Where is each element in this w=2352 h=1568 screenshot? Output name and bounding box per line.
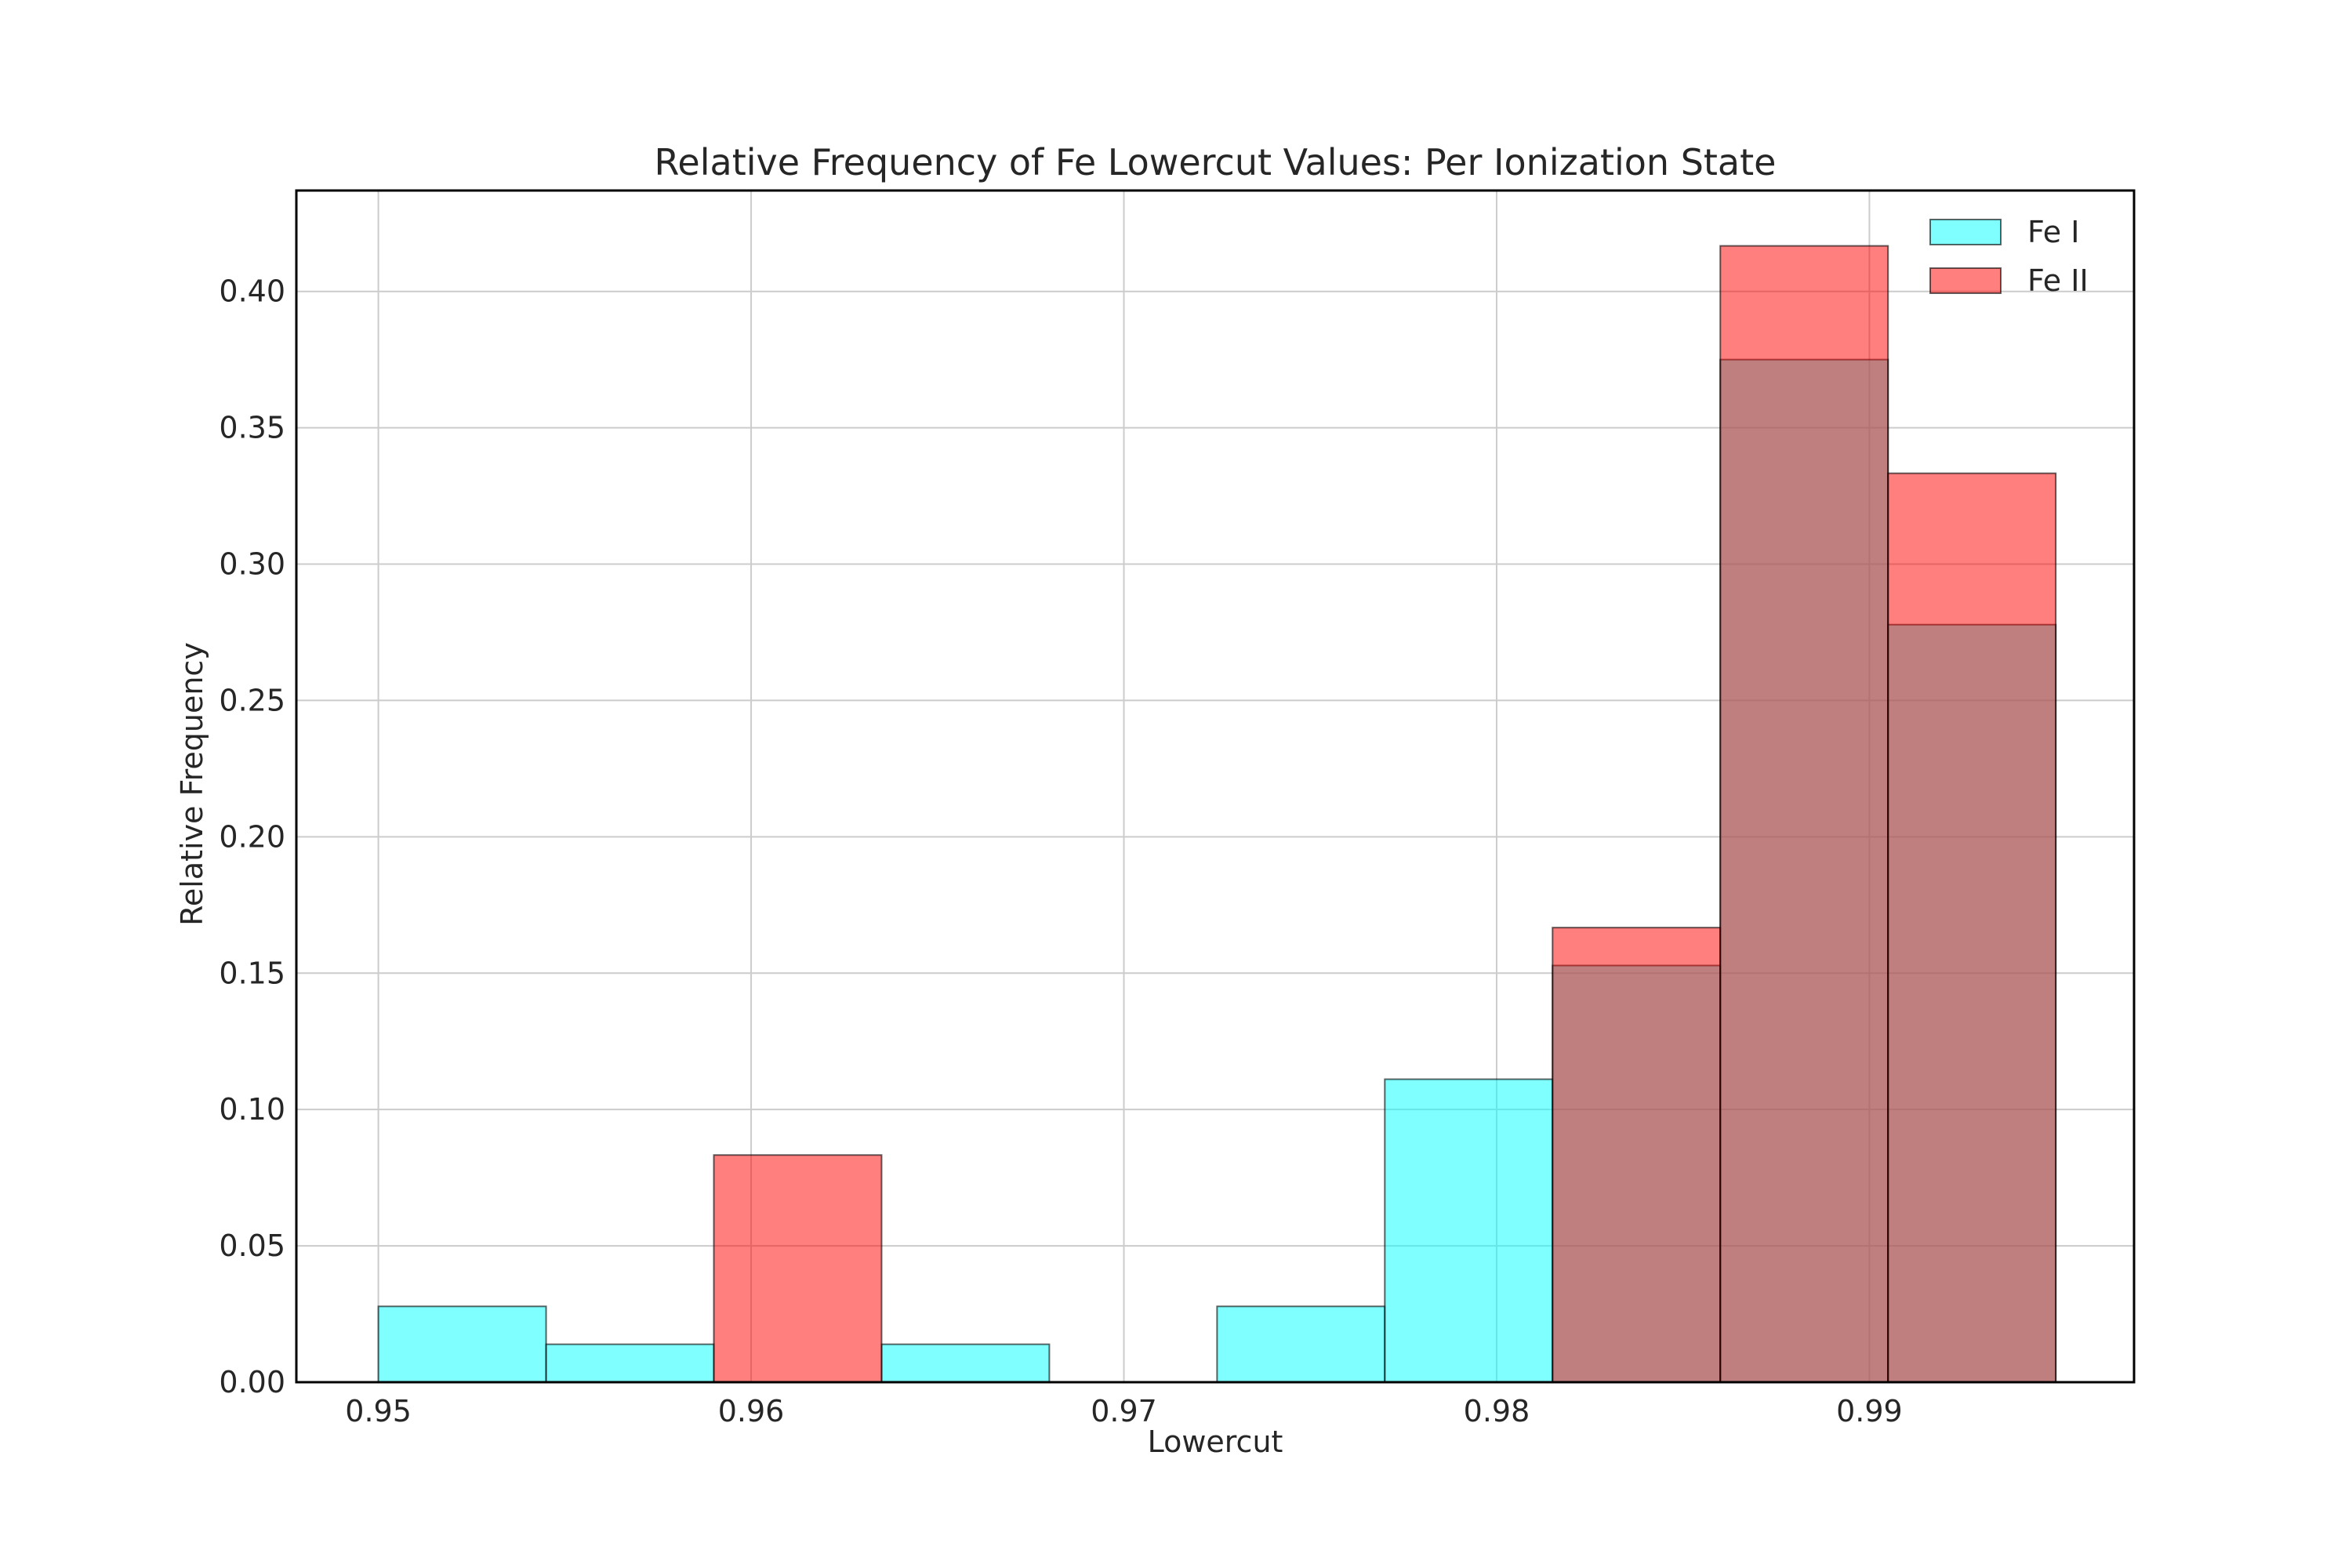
y-axis-ticks: 0.00 0.05 0.10 0.15 0.20 0.25 0.30 0.35 0.40 (219, 274, 285, 1399)
y-tick-label: 0.35 (219, 411, 285, 445)
histogram-bar (1384, 1078, 1554, 1383)
x-tick-label: 0.98 (1464, 1394, 1530, 1428)
y-tick-label: 0.25 (219, 683, 285, 717)
legend-swatch (1929, 267, 2002, 294)
histogram-bar (377, 1305, 547, 1383)
legend-label: Fe I (2027, 215, 2079, 249)
series-group (713, 245, 2057, 1384)
histogram-bar (713, 1154, 883, 1383)
y-tick-label: 0.30 (219, 547, 285, 582)
y-tick-label: 0.10 (219, 1092, 285, 1127)
x-tick-label: 0.95 (345, 1394, 412, 1428)
histogram-bar (1552, 927, 1722, 1384)
y-tick-label: 0.15 (219, 956, 285, 990)
legend-entry: Fe II (1929, 263, 2089, 298)
legend-swatch (1929, 219, 2002, 245)
x-tick-label: 0.97 (1091, 1394, 1157, 1428)
y-tick-label: 0.05 (219, 1229, 285, 1263)
histogram-bar (1216, 1305, 1386, 1383)
histogram-bars (377, 245, 2057, 1384)
y-tick-label: 0.00 (219, 1365, 285, 1399)
axes-frame (295, 189, 2136, 1384)
legend: Fe I Fe II (1929, 215, 2089, 298)
x-tick-label: 0.96 (718, 1394, 785, 1428)
legend-entry: Fe I (1929, 215, 2079, 249)
histogram-bar (545, 1343, 715, 1384)
y-axis-label: Relative Frequency (175, 642, 209, 926)
y-tick-label: 0.40 (219, 274, 285, 309)
legend-label: Fe II (2027, 263, 2089, 298)
histogram-bar (1887, 472, 2057, 1383)
x-axis-label: Lowercut (1148, 1425, 1283, 1459)
x-axis-ticks: 0.95 0.96 0.97 0.98 0.99 (345, 1394, 1902, 1428)
y-tick-label: 0.20 (219, 819, 285, 854)
histogram-bar (880, 1343, 1051, 1384)
chart-title: Relative Frequency of Fe Lowercut Values… (655, 141, 1777, 183)
x-tick-label: 0.99 (1836, 1394, 1903, 1428)
histogram-bar (1719, 245, 1889, 1384)
